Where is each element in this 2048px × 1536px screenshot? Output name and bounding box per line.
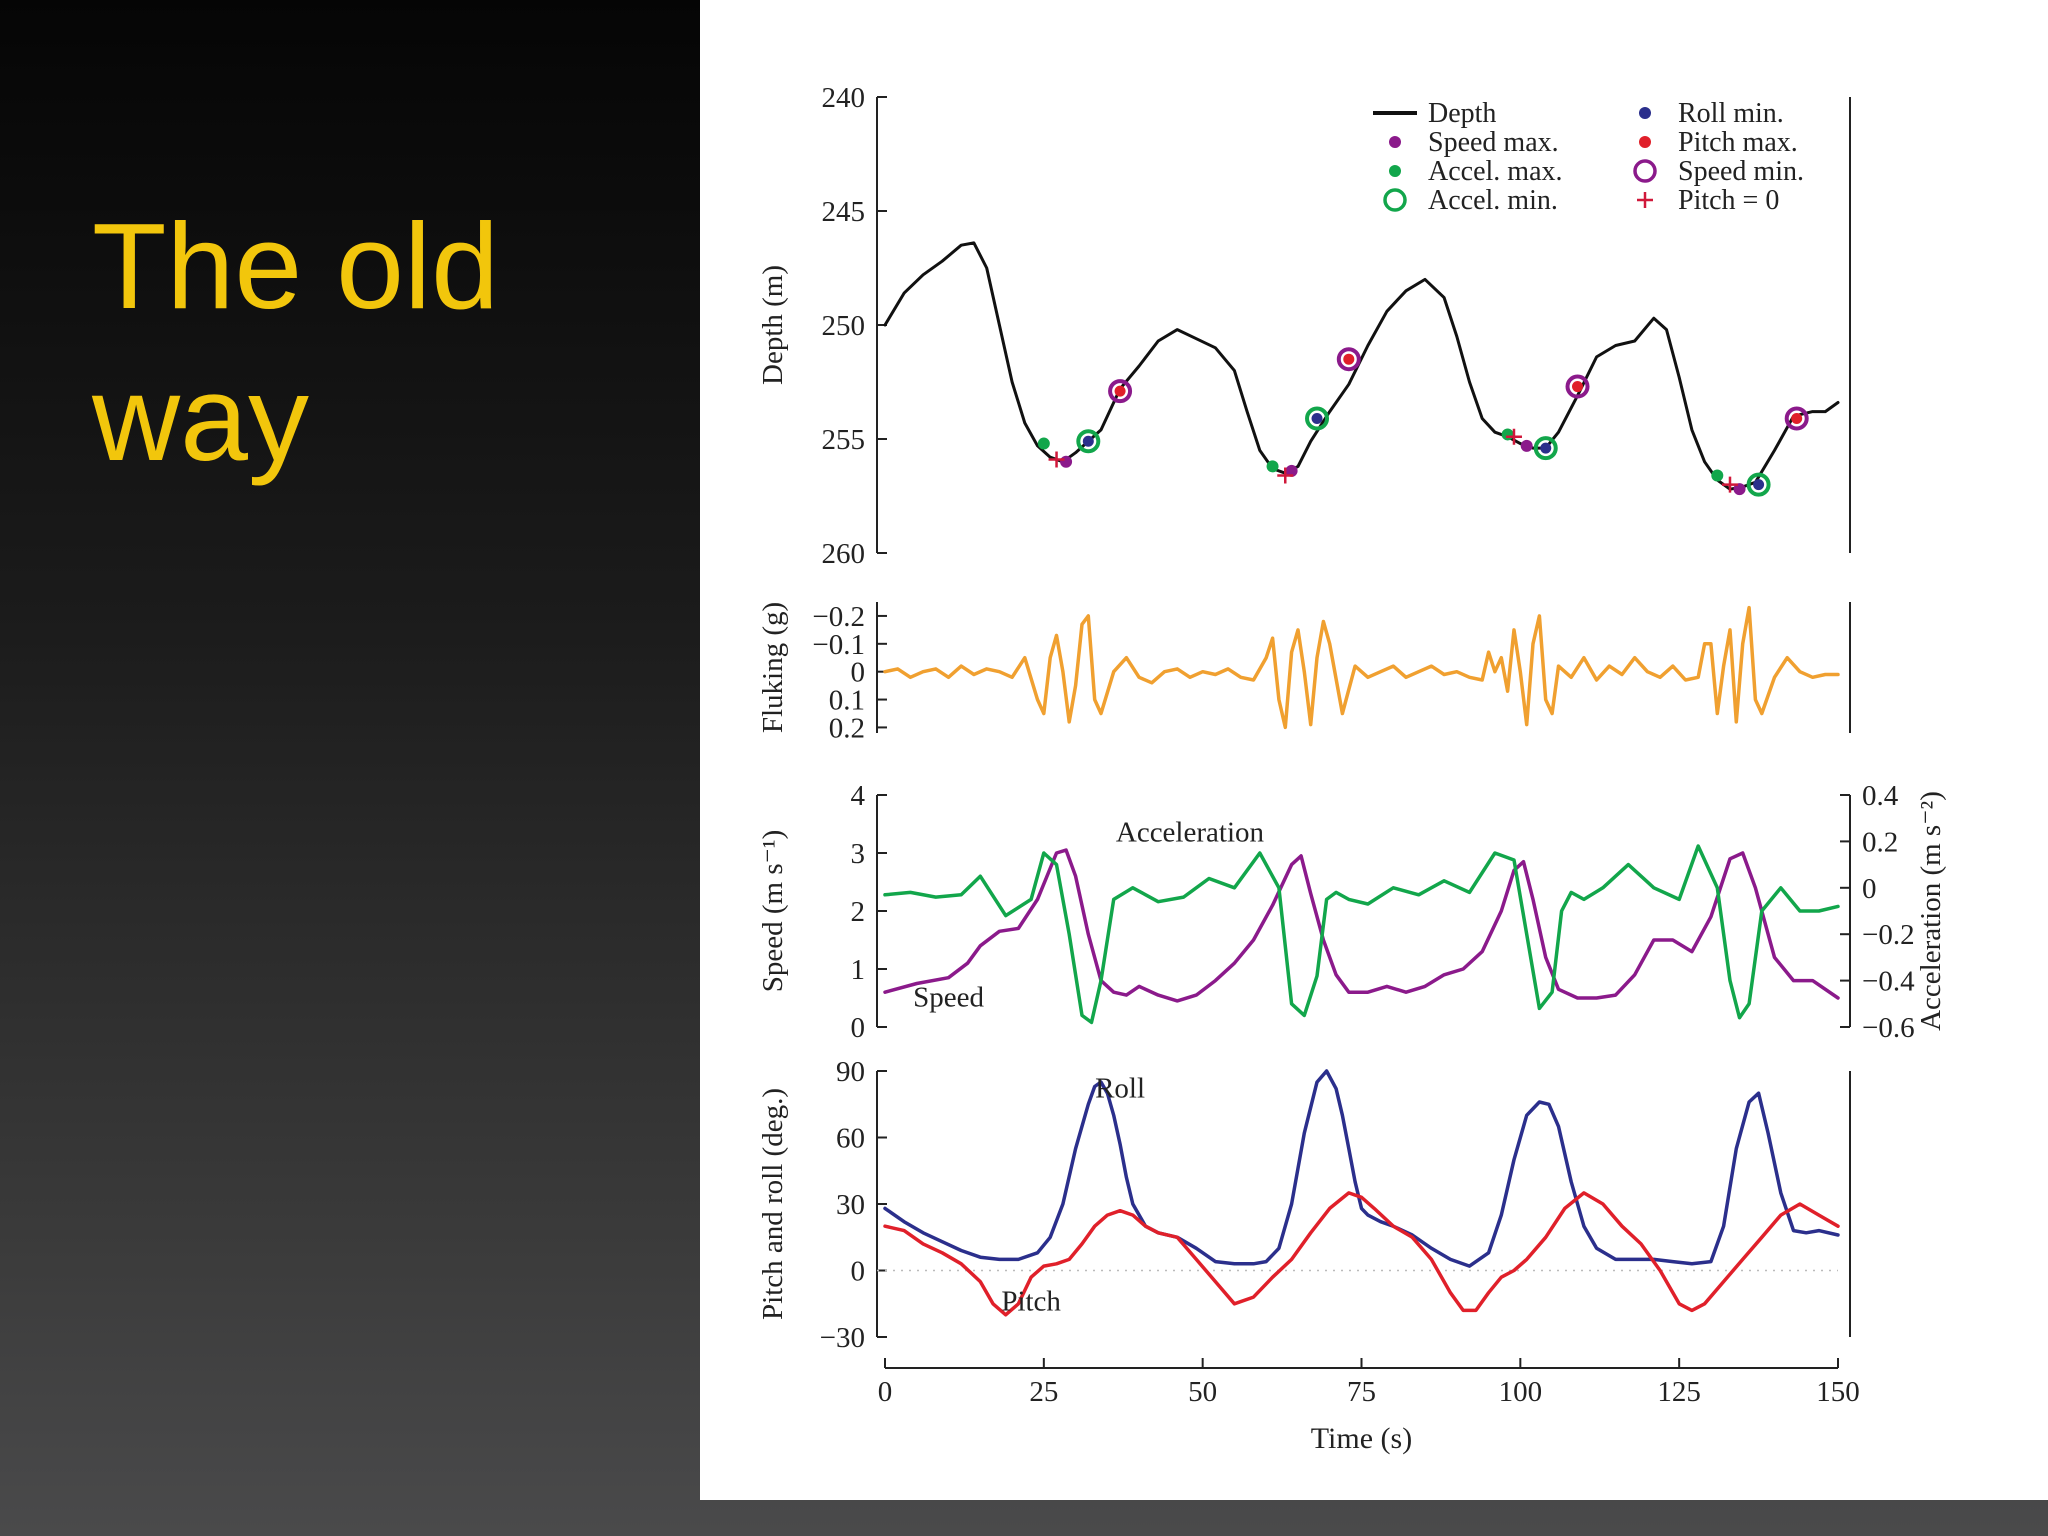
speed-max-marker [1520, 439, 1533, 452]
slide-title: The old way [92, 190, 652, 494]
acceleration-y-tick-label: 0.2 [1862, 826, 1898, 858]
fluking-y-tick-label: −0.2 [812, 601, 865, 633]
speed-y-tick-label: 0 [851, 1012, 866, 1044]
acceleration-line [883, 844, 1840, 1025]
pitch-annotation: Pitch [1001, 1285, 1061, 1317]
accel-min-marker [1305, 406, 1330, 431]
x-tick-label: 75 [1347, 1376, 1376, 1408]
speed-max-marker [1733, 483, 1746, 496]
speed-y-tick-label: 1 [851, 954, 866, 986]
acceleration-annotation: Acceleration [1116, 816, 1265, 848]
slide-title-line2: way [92, 350, 309, 486]
acceleration-y-tick-label: 0 [1862, 873, 1877, 905]
speed-y-tick-label: 3 [851, 838, 866, 870]
slide-title-line1: The old [92, 198, 499, 334]
legend-swatch [1639, 136, 1651, 148]
pitch-max-marker [1343, 353, 1355, 365]
fluking-y-tick-label: −0.1 [812, 629, 865, 661]
speed-min-marker [1336, 347, 1361, 372]
fluking-y-tick-label: 0.1 [829, 685, 865, 717]
speed-min-marker [1108, 379, 1133, 404]
accel-min-marker [1533, 436, 1558, 461]
pitch-max-marker [1791, 412, 1803, 424]
pitch-roll-y-tick-label: −30 [820, 1322, 865, 1354]
accel-max-marker [1501, 428, 1514, 441]
legend-label: Depth [1428, 98, 1496, 129]
accel-min-marker [1746, 472, 1771, 497]
acceleration-y-label: Acceleration (m s⁻²) [1915, 791, 1947, 1031]
roll-min-marker [1311, 412, 1323, 424]
acceleration-y-tick-label: −0.2 [1862, 919, 1915, 951]
accel-max-marker [1711, 469, 1724, 482]
pitch-line [883, 1191, 1840, 1317]
acceleration-y-tick-label: 0.4 [1862, 780, 1899, 812]
roll-min-marker [1082, 435, 1094, 447]
legend-swatch [1383, 188, 1407, 212]
speed-min-marker [1565, 374, 1590, 399]
legend-label: Pitch = 0 [1678, 185, 1779, 216]
depth-y-tick-label: 240 [822, 82, 866, 114]
x-axis-label: Time (s) [1311, 1422, 1412, 1455]
legend-swatch [1633, 159, 1657, 183]
roll-min-marker [1540, 442, 1552, 454]
pitch-max-marker [1572, 381, 1584, 393]
fluking-y-tick-label: 0 [851, 657, 866, 689]
speed-min-marker [1784, 406, 1809, 431]
depth-y-tick-label: 245 [822, 196, 866, 228]
legend-label: Accel. min. [1428, 185, 1558, 216]
depth-y-tick-label: 260 [822, 538, 866, 570]
legend-label: Speed min. [1678, 156, 1804, 187]
fluking-y-tick-label: 0.2 [829, 712, 865, 744]
pitch-roll-y-tick-label: 0 [851, 1256, 866, 1288]
pitch-roll-y-tick-label: 30 [836, 1189, 865, 1221]
pitch-roll-y-tick-label: 90 [836, 1056, 865, 1088]
x-tick-label: 100 [1499, 1376, 1543, 1408]
legend-label: Accel. max. [1428, 156, 1563, 187]
pitch-max-marker [1114, 385, 1126, 397]
fluking-y-label: Fluking (g) [757, 602, 789, 733]
speed-line [883, 848, 1840, 1003]
speed-y-tick-label: 2 [851, 896, 866, 928]
speed-y-label: Speed (m s⁻¹) [757, 830, 789, 993]
depth-line [883, 241, 1840, 491]
fluking-line [883, 605, 1840, 730]
pitch-zero-marker [1277, 467, 1294, 484]
accel-max-marker [1266, 460, 1279, 473]
accel-min-marker [1076, 429, 1101, 454]
roll-line [883, 1069, 1840, 1268]
figure-panel: 240 245 250 255 260 Depth (m) Depth Speed max. A… [700, 0, 2048, 1500]
legend-label: Roll min. [1678, 98, 1784, 129]
speed-annotation: Speed [913, 982, 984, 1014]
x-tick-label: 150 [1816, 1376, 1860, 1408]
legend-label: Speed max. [1428, 127, 1559, 158]
legend-swatch [1637, 192, 1653, 208]
speed-y-tick-label: 4 [851, 780, 866, 812]
legend-swatch [1389, 136, 1401, 148]
depth-y-tick-label: 250 [822, 310, 866, 342]
x-tick-label: 125 [1657, 1376, 1701, 1408]
acceleration-y-tick-label: −0.4 [1862, 966, 1915, 998]
depth-y-label: Depth (m) [757, 265, 789, 385]
legend-label: Pitch max. [1678, 127, 1798, 158]
roll-min-marker [1753, 479, 1765, 491]
pitch-zero-marker [1721, 476, 1738, 493]
pitch-roll-y-tick-label: 60 [836, 1123, 865, 1155]
depth-y-tick-label: 255 [822, 424, 866, 456]
roll-annotation: Roll [1095, 1073, 1145, 1105]
speed-max-marker [1285, 464, 1298, 477]
x-tick-label: 25 [1029, 1376, 1058, 1408]
accel-max-marker [1037, 437, 1050, 450]
x-tick-label: 0 [878, 1376, 893, 1408]
speed-max-marker [1060, 455, 1073, 468]
pitch-roll-y-label: Pitch and roll (deg.) [757, 1088, 789, 1320]
acceleration-y-tick-label: −0.6 [1862, 1012, 1915, 1044]
pitch-zero-marker [1048, 451, 1065, 468]
pitch-zero-marker [1505, 428, 1522, 445]
legend-swatch [1389, 165, 1401, 177]
x-tick-label: 50 [1188, 1376, 1217, 1408]
legend-swatch [1639, 107, 1651, 119]
